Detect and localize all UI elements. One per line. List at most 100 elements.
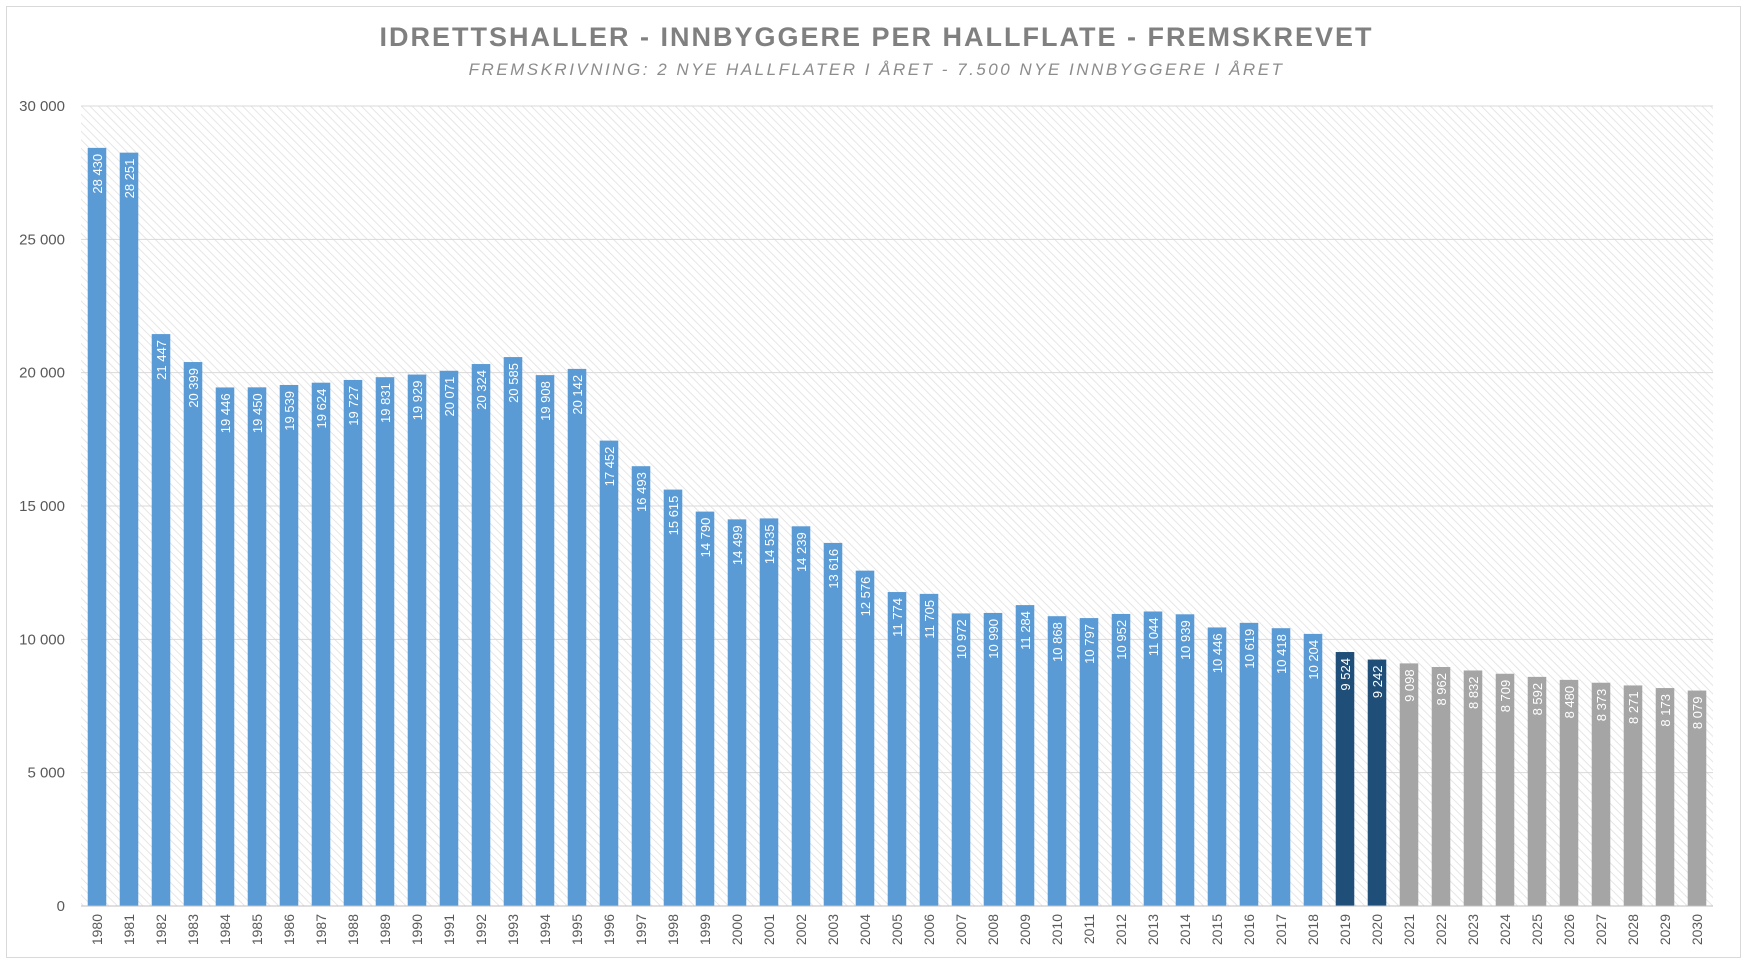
value-label-1980: 28 430 — [90, 154, 105, 194]
x-tick-label-1993: 1993 — [505, 914, 521, 945]
value-label-2008: 10 990 — [986, 619, 1001, 659]
value-label-2029: 8 173 — [1658, 694, 1673, 727]
bar-1986 — [279, 384, 299, 907]
x-tick-label-2002: 2002 — [793, 914, 809, 945]
bar-1980 — [87, 147, 107, 906]
bar-2013 — [1143, 611, 1163, 906]
bar-2008 — [983, 612, 1003, 906]
value-label-2001: 14 535 — [762, 524, 777, 564]
bar-2012 — [1111, 613, 1131, 906]
bar-1998 — [663, 489, 683, 906]
value-label-2025: 8 592 — [1530, 683, 1545, 716]
x-tick-label-1985: 1985 — [249, 914, 265, 945]
value-label-1988: 19 727 — [346, 386, 361, 426]
value-label-2005: 11 774 — [890, 598, 905, 637]
bar-2019 — [1335, 652, 1355, 906]
bar-2024 — [1495, 673, 1515, 906]
x-tick-label-2021: 2021 — [1401, 914, 1417, 945]
x-tick-label-2004: 2004 — [857, 914, 873, 945]
value-label-2011: 10 797 — [1082, 624, 1097, 664]
chart-title: IDRETTSHALLER - INNBYGGERE PER HALLFLATE… — [379, 22, 1374, 52]
x-tick-label-1980: 1980 — [89, 914, 105, 945]
x-tick-label-2012: 2012 — [1113, 914, 1129, 945]
x-tick-label-1997: 1997 — [633, 914, 649, 945]
x-tick-label-1989: 1989 — [377, 914, 393, 945]
value-label-1992: 20 324 — [474, 370, 489, 410]
value-label-2020: 9 242 — [1370, 666, 1385, 699]
value-label-1985: 19 450 — [250, 393, 265, 433]
x-tick-label-2029: 2029 — [1657, 914, 1673, 945]
x-tick-label-2014: 2014 — [1177, 914, 1193, 945]
x-tick-label-1992: 1992 — [473, 914, 489, 945]
y-tick-label: 15 000 — [19, 498, 65, 515]
x-tick-label-1995: 1995 — [569, 914, 585, 945]
value-label-2024: 8 709 — [1498, 680, 1513, 713]
bar-2005 — [887, 592, 907, 906]
x-tick-label-2011: 2011 — [1081, 914, 1097, 944]
bar-1989 — [375, 377, 395, 906]
x-tick-label-2024: 2024 — [1497, 914, 1513, 945]
x-tick-label-1984: 1984 — [217, 914, 233, 945]
bar-1983 — [183, 362, 203, 906]
value-label-2030: 8 079 — [1690, 697, 1705, 730]
value-label-2014: 10 939 — [1178, 620, 1193, 660]
x-tick-label-1999: 1999 — [697, 914, 713, 945]
value-label-2004: 12 576 — [858, 577, 873, 617]
y-tick-label: 10 000 — [19, 631, 65, 648]
value-label-1986: 19 539 — [282, 391, 297, 431]
x-tick-label-1990: 1990 — [409, 914, 425, 945]
value-label-1987: 19 624 — [314, 389, 329, 429]
bar-1994 — [535, 375, 555, 906]
value-label-2006: 11 705 — [922, 600, 937, 639]
bar-2018 — [1303, 633, 1323, 906]
x-tick-label-2018: 2018 — [1305, 914, 1321, 945]
bar-2000 — [727, 519, 747, 906]
value-label-1984: 19 446 — [218, 393, 233, 433]
value-label-2002: 14 239 — [794, 532, 809, 572]
value-label-2010: 10 868 — [1050, 622, 1065, 662]
x-tick-label-2009: 2009 — [1017, 914, 1033, 945]
bar-2017 — [1271, 628, 1291, 906]
value-label-1983: 20 399 — [186, 368, 201, 408]
x-tick-label-1987: 1987 — [313, 914, 329, 945]
value-label-1994: 19 908 — [538, 381, 553, 421]
x-tick-label-2000: 2000 — [729, 914, 745, 945]
x-tick-label-1996: 1996 — [601, 914, 617, 945]
x-tick-label-2022: 2022 — [1433, 914, 1449, 945]
bar-2029 — [1655, 688, 1675, 906]
x-tick-label-2010: 2010 — [1049, 914, 1065, 945]
value-label-1998: 15 615 — [666, 496, 681, 536]
bar-1999 — [695, 511, 715, 906]
bar-1997 — [631, 466, 651, 906]
bar-1993 — [503, 357, 523, 907]
x-tick-label-2005: 2005 — [889, 914, 905, 945]
x-tick-label-1981: 1981 — [121, 914, 137, 945]
bar-1990 — [407, 374, 427, 906]
chart-subtitle: FREMSKRIVNING: 2 NYE HALLFLATER I ÅRET -… — [468, 60, 1285, 79]
y-tick-label: 30 000 — [19, 98, 65, 115]
x-tick-label-2025: 2025 — [1529, 914, 1545, 945]
x-tick-label-2020: 2020 — [1369, 914, 1385, 945]
x-tick-label-1982: 1982 — [153, 914, 169, 945]
bar-1982 — [151, 334, 171, 907]
x-tick-label-2007: 2007 — [953, 914, 969, 945]
value-label-2003: 13 616 — [826, 549, 841, 589]
value-label-1996: 17 452 — [602, 447, 617, 487]
bar-2022 — [1431, 667, 1451, 906]
value-label-2022: 8 962 — [1434, 673, 1449, 706]
x-tick-label-2017: 2017 — [1273, 914, 1289, 945]
x-tick-label-2030: 2030 — [1689, 914, 1705, 945]
value-label-2019: 9 524 — [1338, 658, 1353, 691]
x-tick-label-2013: 2013 — [1145, 914, 1161, 945]
bar-1995 — [567, 368, 587, 906]
value-label-2000: 14 499 — [730, 525, 745, 565]
bars — [87, 147, 1707, 907]
bar-2030 — [1687, 690, 1707, 906]
value-label-1995: 20 142 — [570, 375, 585, 415]
bar-1988 — [343, 379, 363, 906]
y-axis: 0 5 000 10 000 15 000 20 000 25 000 30 000 — [19, 98, 65, 915]
x-tick-label-2015: 2015 — [1209, 914, 1225, 945]
bar-2021 — [1399, 663, 1419, 906]
bar-2027 — [1591, 682, 1611, 906]
